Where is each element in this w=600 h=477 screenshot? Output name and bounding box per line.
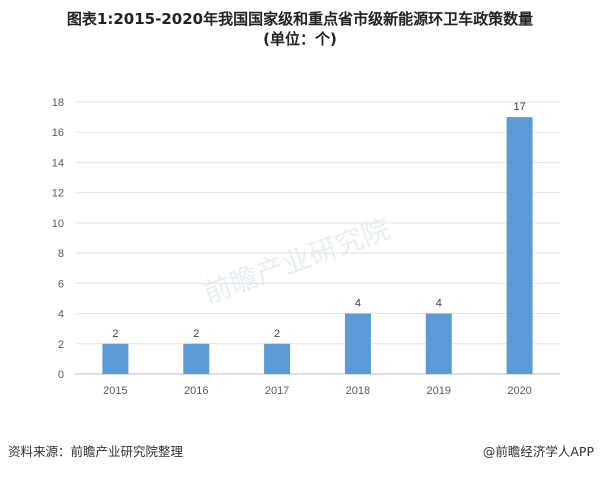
bar: [264, 343, 291, 374]
y-tick-label: 6: [58, 278, 64, 290]
bar: [102, 343, 129, 374]
y-tick-label: 10: [52, 218, 64, 230]
credit-note: @前瞻经济学人APP: [482, 444, 594, 459]
x-tick-label: 2016: [184, 385, 208, 397]
source-note: 资料来源：前瞻产业研究院整理: [8, 444, 184, 459]
data-label: 2: [193, 328, 199, 340]
x-tick-label: 2017: [265, 385, 289, 397]
data-label: 4: [436, 298, 442, 310]
y-tick-label: 8: [58, 248, 64, 260]
y-tick-label: 14: [52, 157, 64, 169]
chart-title: 图表1:2015-2020年我国国家级和重点省市级新能源环卫车政策数量: [66, 10, 534, 28]
bar: [425, 313, 452, 374]
y-tick-label: 12: [52, 188, 64, 200]
y-tick-label: 0: [58, 369, 64, 381]
x-tick-label: 2015: [103, 385, 127, 397]
data-label: 17: [513, 101, 525, 113]
x-tick-label: 2018: [346, 385, 370, 397]
x-tick-label: 2019: [427, 385, 451, 397]
x-tick-label: 2020: [507, 385, 531, 397]
bar: [506, 117, 533, 374]
y-tick-label: 4: [58, 309, 64, 321]
watermark: 前瞻产业研究院: [199, 213, 394, 309]
data-label: 2: [274, 328, 280, 340]
y-tick-label: 16: [52, 127, 64, 139]
y-tick-label: 18: [52, 97, 64, 109]
bar: [344, 313, 371, 374]
chart-subtitle: (单位：个): [263, 30, 337, 48]
y-tick-label: 2: [58, 339, 64, 351]
bar: [183, 343, 210, 374]
data-label: 4: [355, 298, 361, 310]
data-label: 2: [112, 328, 118, 340]
